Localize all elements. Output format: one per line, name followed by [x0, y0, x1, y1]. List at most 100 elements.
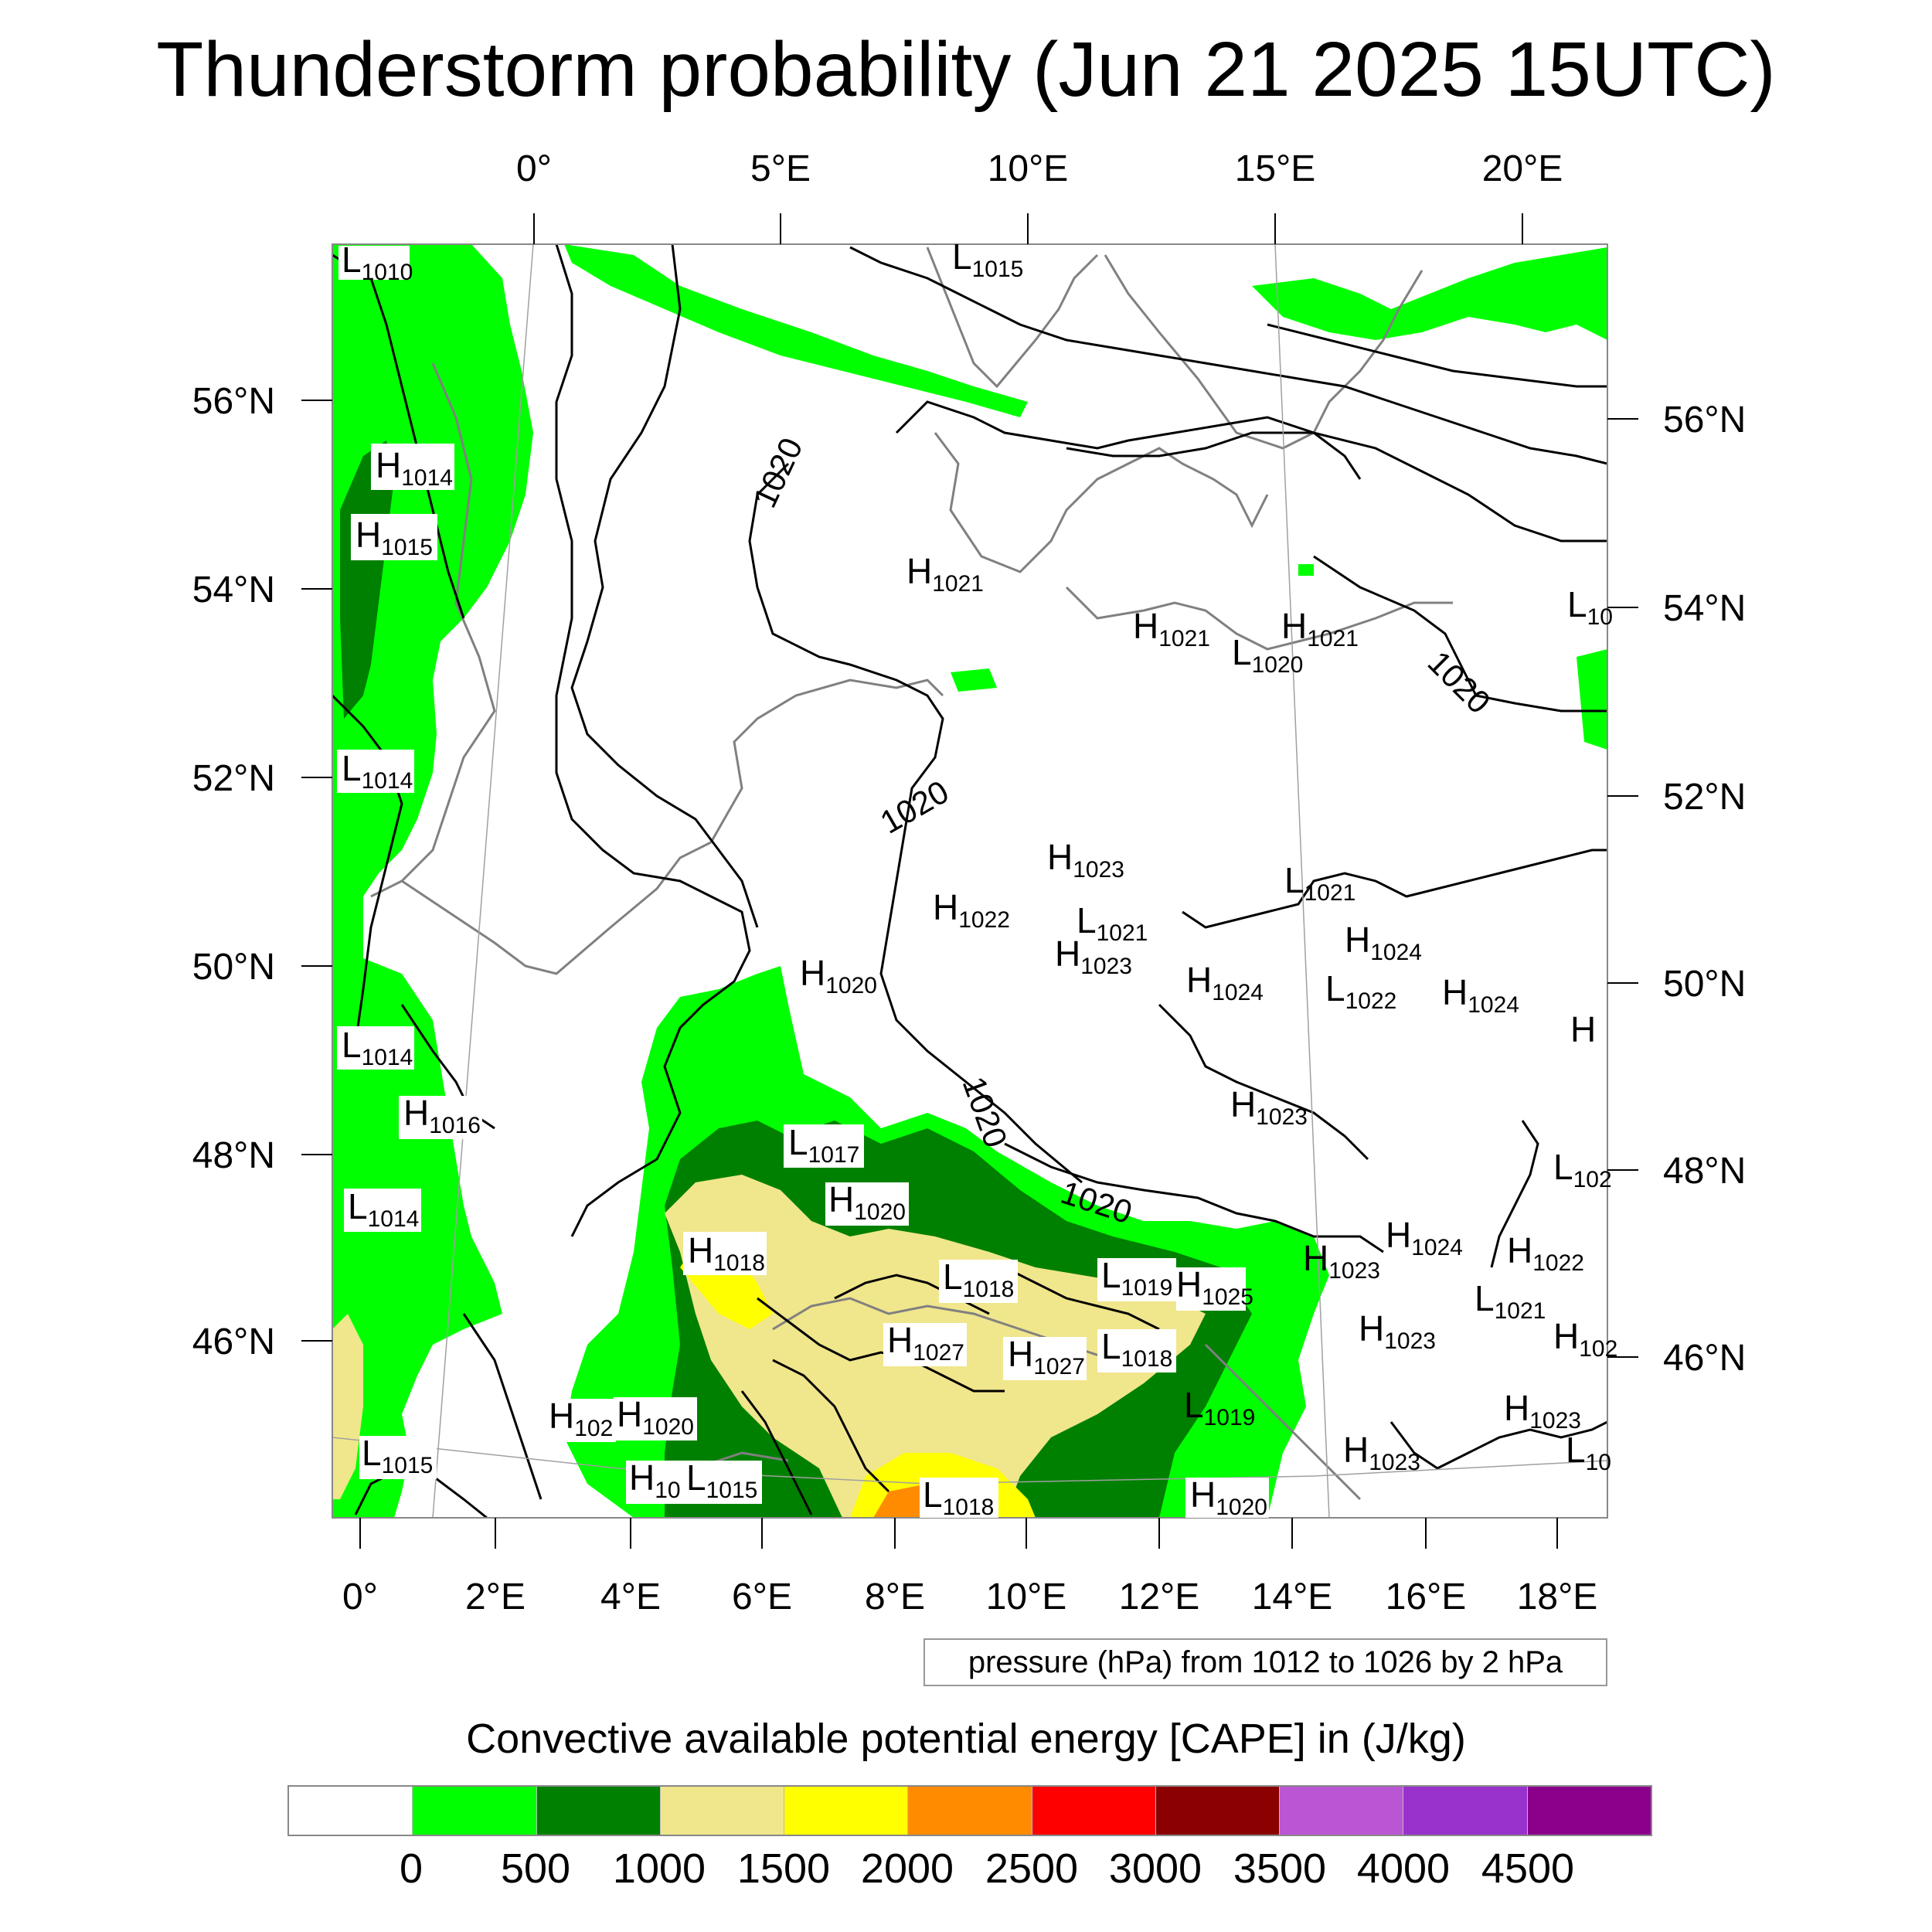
top-lon-label: 0° — [516, 148, 552, 189]
svg-text:H1020: H1020 — [800, 953, 877, 998]
colorbar-label: 0 — [399, 1845, 423, 1892]
svg-text:H1020: H1020 — [1190, 1475, 1267, 1520]
svg-text:L102: L102 — [1553, 1147, 1612, 1192]
svg-text:H1023: H1023 — [1303, 1238, 1380, 1284]
colorbar-swatch — [1403, 1787, 1528, 1835]
pressure-center: H1027 — [1003, 1334, 1087, 1380]
colorbar-label: 3500 — [1233, 1845, 1327, 1892]
svg-text:H1023: H1023 — [1359, 1308, 1436, 1354]
pressure-center: L1015 — [359, 1433, 437, 1479]
isobar-north-east — [1267, 323, 1607, 388]
pressure-center: H1027 — [883, 1320, 967, 1366]
pressure-center: H1021 — [906, 551, 984, 597]
svg-text:L1021: L1021 — [1284, 860, 1355, 906]
pressure-center: H1022 — [1507, 1230, 1584, 1276]
svg-text:H1016: H1016 — [403, 1093, 481, 1138]
cape-region-north-band — [564, 244, 1028, 417]
pressure-center: H1015 — [351, 514, 437, 560]
left-lat-label: 48°N — [192, 1135, 275, 1176]
pressure-center: H1024 — [1345, 920, 1422, 965]
meridian-15e — [1274, 243, 1330, 1519]
right-lat-label: 50°N — [1663, 964, 1746, 1005]
colorbar-label: 500 — [500, 1845, 571, 1892]
pressure-center: H1024 — [1186, 960, 1264, 1005]
pressure-centers: L1010 L1015 H1014 H1015 H1021 H1021 H102… — [337, 236, 1617, 1520]
svg-text:L1019: L1019 — [1184, 1385, 1255, 1430]
left-lat-label: 54°N — [192, 570, 275, 611]
isobar-alps-1 — [757, 1297, 1005, 1393]
svg-text:H1015: H1015 — [355, 515, 433, 560]
pressure-center: H1023 — [1230, 1084, 1308, 1130]
isobar-west-1 — [332, 253, 465, 619]
right-lat-label: 48°N — [1663, 1151, 1746, 1192]
isobar-sw-1 — [462, 1313, 543, 1500]
bottom-lon-label: 14°E — [1252, 1577, 1333, 1617]
svg-text:H1020: H1020 — [828, 1179, 906, 1225]
svg-text:L1019: L1019 — [1101, 1255, 1172, 1301]
svg-text:L1021: L1021 — [1475, 1278, 1546, 1324]
svg-text:H1025: H1025 — [1176, 1264, 1253, 1310]
coastlines — [370, 247, 1453, 1501]
svg-text:L1021: L1021 — [1077, 900, 1148, 946]
pressure-center: L1021 — [1284, 860, 1355, 906]
pressure-center: H1018 — [683, 1230, 767, 1276]
svg-text:H1020: H1020 — [617, 1394, 694, 1440]
svg-text:L1010: L1010 — [342, 240, 413, 285]
contour-info-box: pressure (hPa) from 1012 to 1026 by 2 hP… — [923, 1638, 1607, 1686]
colorbar-label: 1500 — [736, 1845, 831, 1892]
isobar-1018-north-2 — [1066, 431, 1607, 543]
svg-text:H102: H102 — [549, 1396, 613, 1441]
svg-text:H1023: H1023 — [1504, 1388, 1581, 1434]
cape-region-sw-khaki — [332, 1314, 363, 1499]
colorbar-swatch — [413, 1787, 537, 1835]
pressure-center: L1015 — [952, 236, 1023, 282]
bottom-lon-label: 6°E — [732, 1577, 792, 1617]
pressure-center: L1020 — [1232, 632, 1303, 678]
svg-text:H1023: H1023 — [1230, 1084, 1308, 1130]
isobar-1020-central — [570, 244, 759, 928]
pressure-center: L10 — [1566, 1430, 1611, 1475]
cape-region-small-2 — [1298, 564, 1314, 576]
isobar-alps-5 — [1004, 1266, 1160, 1331]
svg-text:L10: L10 — [1567, 584, 1613, 630]
svg-text:L1014: L1014 — [342, 1025, 413, 1070]
top-longitude-labels: 0° 5°E 10°E 15°E 20°E — [516, 148, 1563, 189]
svg-text:L1014: L1014 — [348, 1186, 419, 1232]
svg-text:H1018: H1018 — [688, 1230, 765, 1276]
right-latitude-labels: 56°N 54°N 52°N 50°N 48°N 46°N — [1663, 400, 1746, 1379]
pressure-center: H1023 — [1504, 1388, 1581, 1434]
bottom-lon-label: 8°E — [865, 1577, 925, 1617]
left-lat-label: 52°N — [192, 758, 275, 799]
cape-region-east-edge — [1577, 649, 1607, 750]
cape-region-uk-darkgreen — [340, 440, 394, 719]
bottom-longitude-labels: 0° 2°E 4°E 6°E 8°E 10°E 12°E 14°E 16°E 1… — [342, 1577, 1597, 1617]
pressure-center: H1024 — [1442, 972, 1519, 1018]
pressure-center: H1025 — [1176, 1264, 1253, 1311]
right-lat-label: 54°N — [1663, 588, 1746, 629]
svg-text:L1018: L1018 — [943, 1257, 1014, 1302]
pressure-center: H1023 — [1303, 1238, 1380, 1284]
bottom-lon-label: 18°E — [1517, 1577, 1598, 1617]
pressure-center: L1019 — [1184, 1385, 1255, 1430]
svg-text:L1015: L1015 — [362, 1433, 433, 1478]
svg-text:H1023: H1023 — [1047, 837, 1124, 883]
svg-text:H1021: H1021 — [1133, 606, 1210, 651]
svg-text:L1018: L1018 — [923, 1475, 994, 1520]
pressure-center: L1014 — [337, 1025, 414, 1070]
pressure-center: L1018 — [1097, 1326, 1176, 1372]
colorbar-swatch — [784, 1787, 909, 1835]
svg-text:H1027: H1027 — [887, 1320, 964, 1366]
pressure-center: H1020 — [614, 1394, 697, 1440]
isobars — [332, 244, 1607, 1518]
colorbar-swatch — [660, 1787, 785, 1835]
pressure-center: L1021 — [1475, 1278, 1546, 1324]
coastline-france-north — [401, 841, 712, 975]
isobar-1020-south — [1004, 1142, 1384, 1253]
colorbar-label: 3000 — [1108, 1845, 1202, 1892]
bottom-lon-label: 2°E — [465, 1577, 526, 1617]
svg-text:L10: L10 — [1566, 1430, 1611, 1475]
isobar-1020-east — [1313, 555, 1607, 713]
cape-region-small-1 — [951, 668, 997, 692]
coastline-netherlands — [709, 679, 944, 843]
